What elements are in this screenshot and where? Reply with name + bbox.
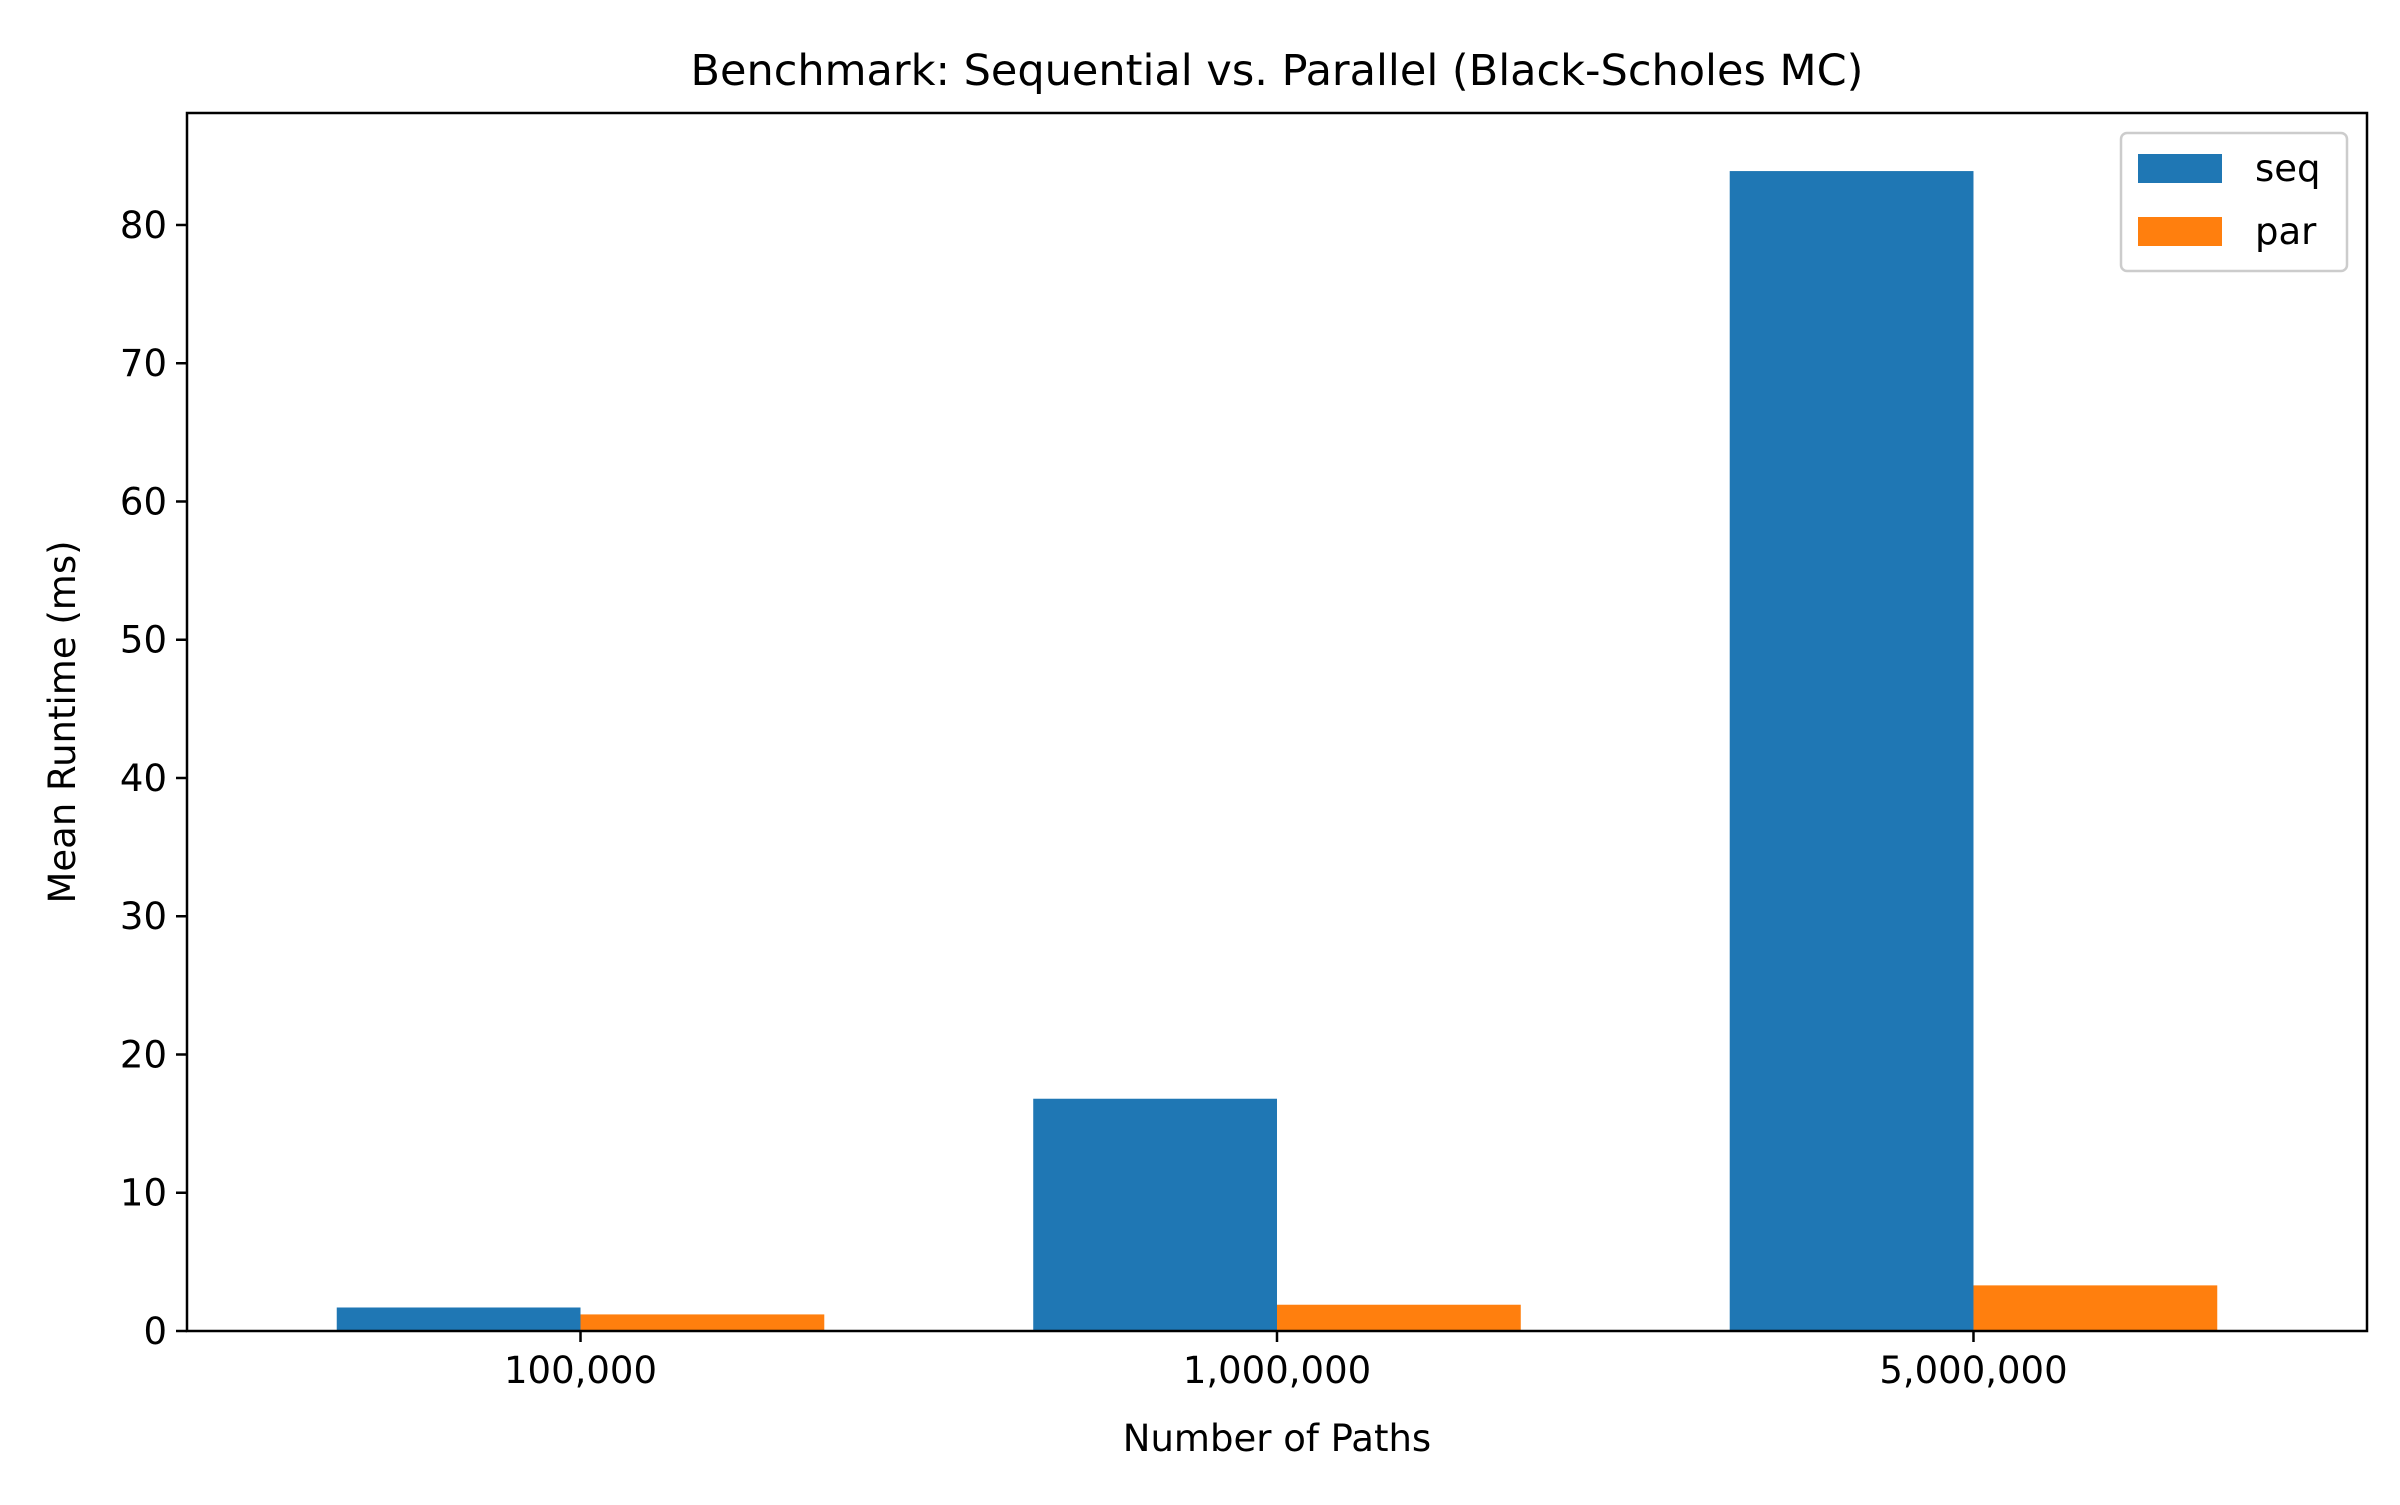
y-tick-label: 40	[120, 757, 167, 800]
y-tick-label: 30	[120, 895, 167, 938]
legend-label-par: par	[2255, 210, 2317, 253]
x-tick-label: 100,000	[504, 1349, 657, 1392]
bar-seq-2	[1729, 171, 1974, 1332]
chart-title: Benchmark: Sequential vs. Parallel (Blac…	[691, 46, 1864, 96]
x-tick-label: 5,000,000	[1879, 1349, 2067, 1392]
y-axis: 0 10 20 30 40 50 60 70 80	[120, 204, 187, 1353]
legend-swatch-seq	[2138, 154, 2222, 183]
bar-par-2	[1973, 1285, 2218, 1331]
bar-seq-1	[1033, 1098, 1277, 1331]
x-axis: 100,000 1,000,000 5,000,000	[504, 1331, 2068, 1392]
bars-layer	[336, 171, 2218, 1332]
x-tick-label: 1,000,000	[1183, 1349, 1371, 1392]
y-tick-label: 50	[120, 619, 167, 662]
y-tick-label: 80	[120, 204, 167, 247]
plot-frame	[185, 111, 2369, 1333]
bar-seq-0	[336, 1307, 581, 1331]
legend: seq par	[2119, 131, 2349, 273]
y-tick-label: 10	[120, 1172, 167, 1215]
legend-swatch-par	[2138, 217, 2222, 246]
y-tick-label: 60	[120, 480, 167, 523]
y-axis-label: Mean Runtime (ms)	[41, 540, 84, 903]
y-tick-label: 70	[120, 342, 167, 385]
legend-label-seq: seq	[2255, 147, 2321, 190]
bar-par-1	[1277, 1304, 1521, 1331]
x-axis-label: Number of Paths	[1123, 1417, 1431, 1460]
y-tick-label: 0	[143, 1310, 167, 1353]
y-tick-label: 20	[120, 1033, 167, 1076]
bar-par-0	[580, 1314, 825, 1331]
